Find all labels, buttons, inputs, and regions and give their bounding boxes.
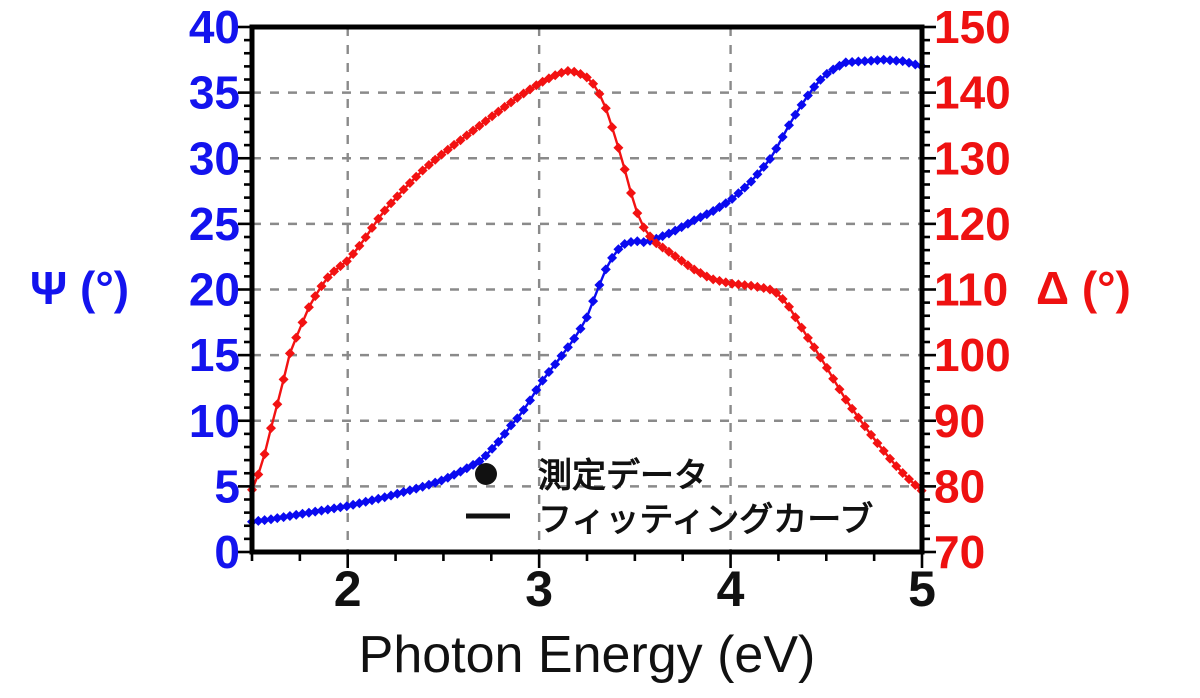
- x-axis-title: Photon Energy (eV): [359, 626, 816, 684]
- x-tick-label: 5: [908, 561, 936, 617]
- right-axis-title: Δ (°): [1036, 262, 1131, 314]
- left-tick-label: 35: [189, 67, 240, 119]
- left-tick-label: 5: [214, 460, 240, 512]
- x-tick-label: 2: [334, 561, 362, 617]
- psi-fit-line: [251, 58, 922, 523]
- legend: 測定データ フィッティングカーブ: [466, 456, 873, 539]
- right-tick-label: 130: [934, 132, 1011, 184]
- left-axis-title: Ψ (°): [30, 262, 129, 314]
- plot-frame: [249, 24, 925, 555]
- right-tick-label: 150: [934, 1, 1011, 53]
- legend-measured-marker-icon: [475, 463, 497, 485]
- left-tick-label: 15: [189, 329, 240, 381]
- left-tick-label: 20: [189, 264, 240, 316]
- left-tick-label: 0: [214, 526, 240, 578]
- right-tick-label: 90: [934, 395, 985, 447]
- left-tick-label: 30: [189, 132, 240, 184]
- x-tick-label: 3: [525, 561, 553, 617]
- data-curves: [247, 54, 927, 527]
- right-tick-label: 80: [934, 460, 985, 512]
- right-tick-label: 110: [934, 264, 1008, 316]
- axis-ticks: [238, 25, 936, 568]
- left-tick-label: 10: [189, 395, 240, 447]
- left-tick-label: 25: [189, 198, 240, 250]
- gridlines: [252, 27, 922, 552]
- right-tick-label: 120: [934, 198, 1011, 250]
- delta-fit-line: [250, 69, 923, 492]
- right-tick-label: 100: [934, 329, 1011, 381]
- tick-labels: 4035302520151050150140130120110100908070…: [189, 1, 1011, 617]
- left-tick-label: 40: [189, 1, 240, 53]
- psi-data-markers: [247, 54, 927, 527]
- right-tick-label: 140: [934, 67, 1011, 119]
- right-tick-label: 70: [934, 526, 985, 578]
- legend-measured-label: 測定データ: [538, 456, 708, 495]
- delta-data-markers: [247, 66, 927, 496]
- legend-fit-label: フィッティングカーブ: [538, 500, 873, 539]
- x-tick-label: 4: [717, 561, 745, 617]
